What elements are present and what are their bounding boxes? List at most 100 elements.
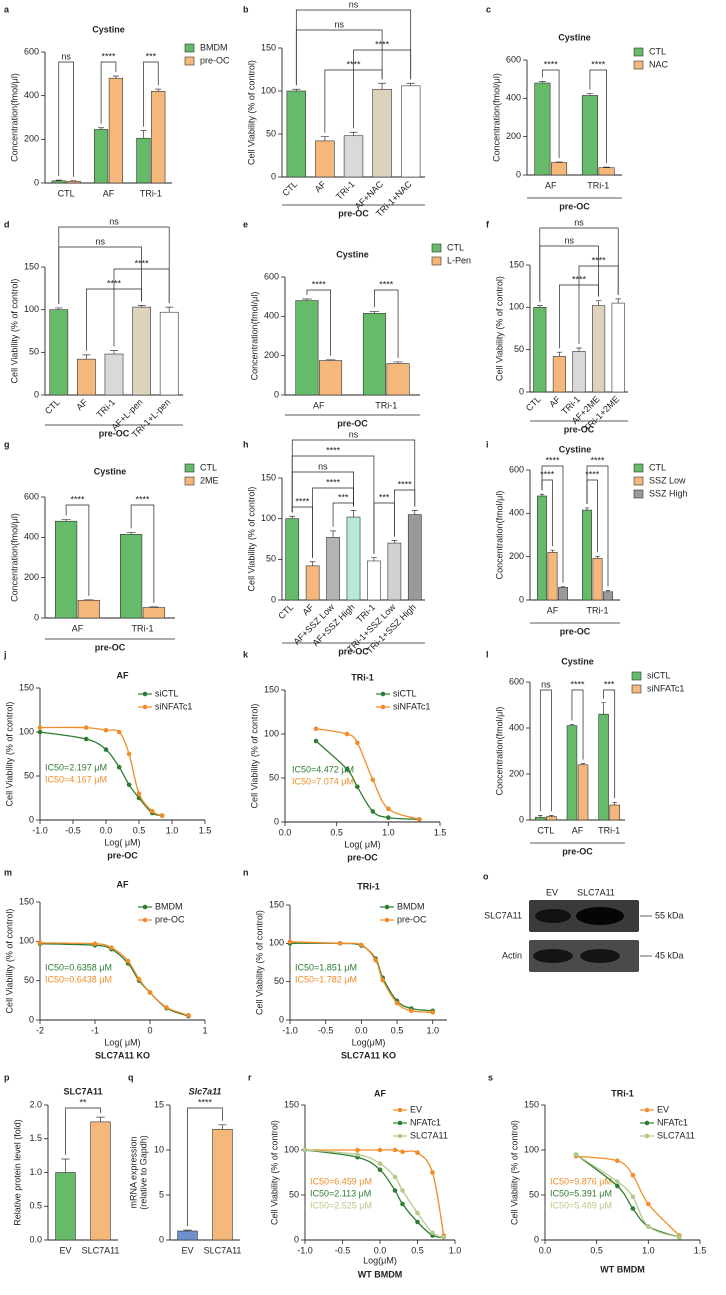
ic50-annotation: IC50=0.6358 μM: [45, 962, 112, 972]
band-name: SLC7A11: [484, 910, 522, 920]
chart-title: Cystine: [92, 24, 125, 34]
bar: [177, 1230, 198, 1241]
x-axis-label: Log( μM): [104, 1037, 140, 1047]
error-bar: [155, 88, 162, 92]
error-bar: [576, 347, 582, 352]
significance-label: ns: [574, 217, 584, 227]
x-tick-label: 0.5: [133, 825, 146, 835]
y-tick-label: 0: [29, 1014, 34, 1024]
x-tick-label: TRi-1: [334, 179, 357, 202]
error-bar: [330, 530, 336, 538]
legend-marker: [142, 904, 148, 910]
data-point: [83, 736, 89, 742]
data-point: [615, 1179, 620, 1184]
x-tick-label: -1: [91, 1025, 99, 1035]
bar: [319, 360, 343, 396]
legend-marker: [644, 1107, 650, 1113]
y-tick-label: 200: [506, 131, 521, 141]
bar: [537, 495, 547, 601]
legend-swatch: [633, 463, 644, 473]
y-axis-label: Cell Viability (% of control): [246, 487, 256, 592]
y-tick-label: 0: [271, 171, 276, 181]
lane-label: SLC7A11: [577, 887, 615, 897]
x-tick-label: EV: [59, 1245, 71, 1255]
band-size: 45 kDa: [655, 950, 684, 960]
legend-label: CTL: [447, 242, 464, 252]
data-point: [103, 727, 109, 733]
group-label: SLC7A11 KO: [95, 1050, 150, 1060]
chart-title: Cystine: [561, 656, 594, 666]
bar: [386, 363, 410, 396]
significance-bracket: [100, 61, 117, 124]
bar: [552, 356, 566, 393]
data-point: [136, 791, 142, 796]
significance-label: ****: [101, 51, 116, 61]
data-point: [116, 729, 122, 735]
data-point: [630, 1206, 636, 1211]
x-tick-label: 1: [202, 1025, 207, 1035]
bar: [55, 1172, 76, 1241]
panel-label: g: [4, 439, 10, 449]
y-tick-label: 50: [269, 772, 279, 782]
data-point: [126, 751, 132, 757]
significance-label: ****: [326, 477, 341, 487]
panel-label: n: [243, 867, 249, 877]
y-tick-label: 150: [19, 896, 34, 906]
x-tick-label: 0.0: [355, 1025, 368, 1035]
legend-label: NAC: [649, 59, 669, 69]
significance-label: ****: [570, 679, 585, 689]
blot-band: [580, 949, 620, 963]
y-tick-label: 5: [159, 1189, 164, 1199]
legend-swatch: [631, 684, 642, 694]
error-bar: [605, 590, 611, 592]
error-bar: [325, 359, 336, 361]
significance-bracket: [113, 268, 170, 347]
legend-label: siNFATc1: [155, 701, 192, 711]
y-tick-label: 150: [261, 42, 276, 52]
error-bar: [55, 179, 62, 181]
legend-marker: [644, 1120, 650, 1126]
data-point: [355, 740, 360, 746]
error-bar: [393, 361, 403, 364]
bar: [346, 516, 361, 601]
y-tick-label: 200: [264, 350, 279, 360]
y-tick-label: 0: [519, 386, 524, 396]
panel-label: e: [243, 219, 248, 229]
x-tick-label: AF: [313, 179, 329, 195]
error-bar: [61, 519, 71, 522]
data-point: [377, 1147, 383, 1153]
y-tick-label: 600: [24, 46, 39, 56]
y-tick-label: 100: [284, 1144, 299, 1154]
significance-label: ns: [564, 235, 574, 245]
significance-label: ns: [349, 0, 359, 9]
y-axis-label: Cell Viability (% of control): [269, 1120, 279, 1225]
legend-label: NFATc1: [410, 1117, 441, 1127]
data-point: [630, 1194, 636, 1200]
significance-bracket: [187, 1107, 223, 1227]
data-point: [313, 726, 319, 732]
x-tick-label: 0.5: [411, 1245, 424, 1255]
error-bar: [555, 161, 563, 163]
error-bar: [218, 1124, 227, 1130]
bar: [77, 358, 96, 396]
bar: [598, 167, 615, 176]
y-tick-label: 50: [24, 975, 34, 985]
significance-bracket: [324, 69, 383, 133]
y-tick-label: 200: [24, 572, 39, 582]
error-bar: [140, 130, 147, 139]
data-point: [147, 990, 153, 995]
error-bar: [615, 298, 621, 304]
x-tick-label: 0.5: [590, 1245, 603, 1255]
legend-marker: [397, 1120, 403, 1126]
error-bar: [411, 510, 418, 515]
bar: [49, 309, 69, 396]
significance-bracket: [65, 504, 90, 596]
data-point: [370, 809, 376, 814]
significance-bracket: [58, 61, 74, 177]
significance-label: ****: [544, 59, 559, 69]
y-tick-label: 50: [29, 347, 39, 357]
y-tick-label: 100: [269, 938, 284, 948]
y-axis-label: Concentration(fmol/μl): [9, 513, 19, 602]
ic50-annotation: IC50=7.074 μM: [292, 776, 354, 786]
significance-label: ****: [545, 455, 560, 465]
